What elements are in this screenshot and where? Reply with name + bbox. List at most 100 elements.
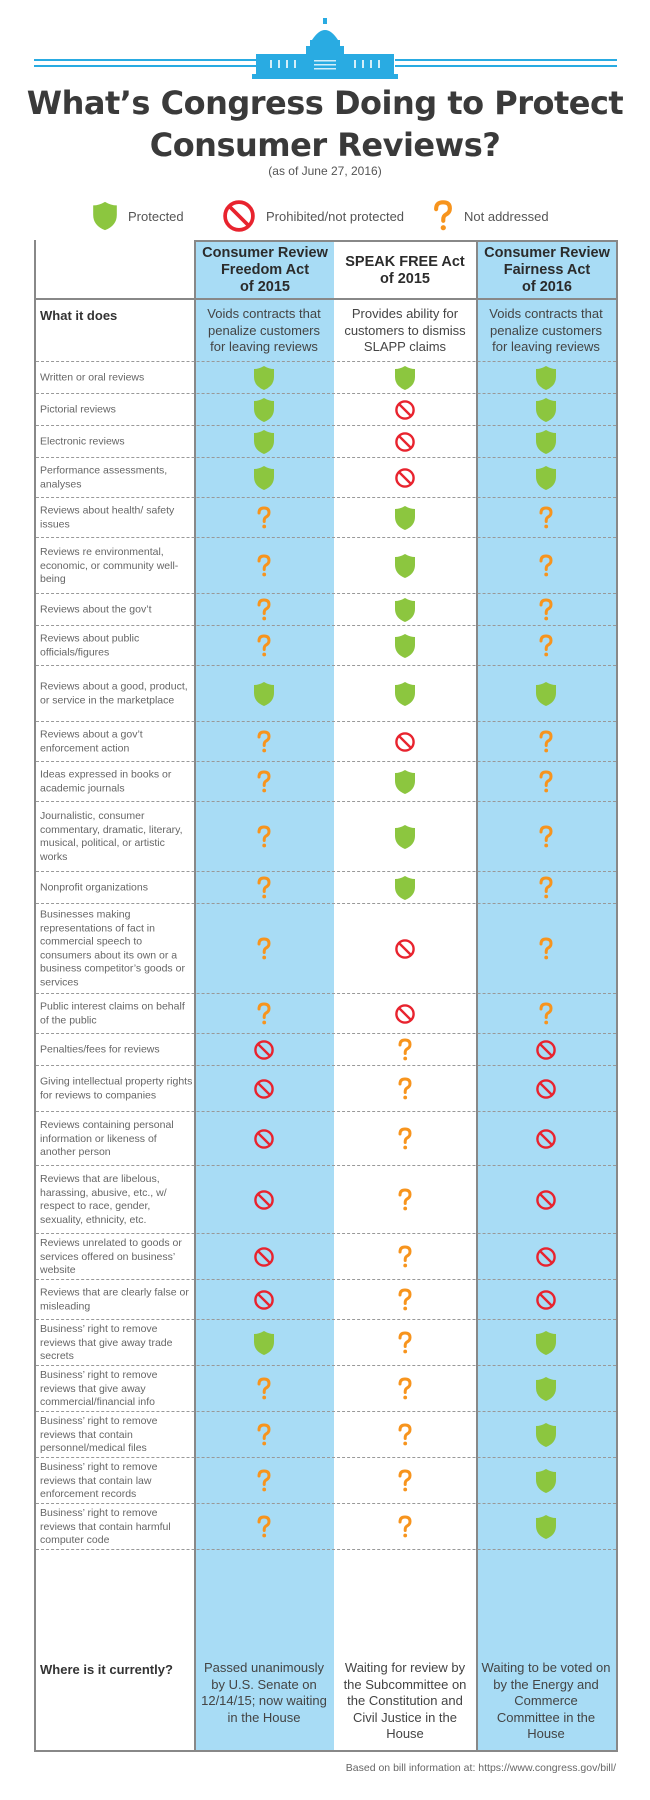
table-row: Reviews about a good, product, or servic… [36, 666, 616, 722]
question-icon [394, 1377, 416, 1400]
prohibited-icon [535, 1128, 557, 1150]
row-separator [36, 871, 616, 872]
row-label: Performance assessments, analyses [40, 464, 168, 491]
row-label: Reviews unrelated to goods or services o… [40, 1236, 182, 1276]
column-title: Consumer Review Freedom Act of 2015 [202, 245, 328, 295]
row-separator [36, 1365, 616, 1366]
row-label: Reviews about a good, product, or servic… [40, 680, 188, 707]
column-title: Consumer Review Fairness Act of 2016 [484, 245, 610, 295]
table-row: Pictorial reviews [36, 394, 616, 426]
row-label: Business’ right to remove reviews that g… [40, 1368, 158, 1408]
row-separator [36, 1233, 616, 1234]
row-label: Business’ right to remove reviews that c… [40, 1414, 158, 1454]
table-row: Business’ right to remove reviews that c… [36, 1458, 616, 1504]
shield-icon [535, 398, 557, 422]
question-icon [394, 1038, 416, 1061]
row-separator [36, 1549, 616, 1550]
question-icon [253, 1377, 275, 1400]
prohibited-icon [394, 431, 416, 453]
row-label: Journalistic, consumer commentary, drama… [40, 810, 183, 863]
status-description: Passed unanimously by U.S. Senate on 12/… [201, 1660, 327, 1725]
what-it-does-description: Voids contracts that penalize customers … [207, 306, 321, 354]
capitol-building-icon [252, 18, 398, 79]
prohibited-icon [535, 1289, 557, 1311]
shield-icon [394, 770, 416, 794]
table-row: Business’ right to remove reviews that c… [36, 1504, 616, 1550]
prohibited-icon [253, 1246, 275, 1268]
prohibited-icon [253, 1189, 275, 1211]
column-title: SPEAK FREE Act of 2015 [345, 253, 465, 287]
shield-icon [394, 876, 416, 900]
column-header-consumer-review-freedom-act: Consumer Review Freedom Act of 2015 [196, 243, 334, 298]
row-separator [36, 1411, 616, 1412]
legend-item-not-addressed: Not addressed [432, 196, 549, 236]
shield-icon [253, 430, 275, 454]
row-separator [36, 1111, 616, 1112]
row-label: Written or oral reviews [40, 371, 145, 384]
row-label: Penalties/fees for reviews [40, 1043, 160, 1056]
divider-line [395, 59, 617, 61]
row-separator [36, 425, 616, 426]
row-separator [36, 1279, 616, 1280]
shield-icon [535, 1423, 557, 1447]
shield-icon [535, 1515, 557, 1539]
question-icon [253, 554, 275, 577]
row-label: Business’ right to remove reviews that g… [40, 1322, 173, 1362]
row-label: Reviews re environmental, economic, or c… [40, 545, 179, 585]
question-icon [253, 506, 275, 529]
row-label: Reviews about the gov’t [40, 603, 152, 616]
title-line: Consumer Reviews? [149, 126, 501, 164]
shield-icon [535, 682, 557, 706]
question-icon [253, 598, 275, 621]
table-row: Business’ right to remove reviews that g… [36, 1320, 616, 1366]
row-label: Reviews that are libelous, harassing, ab… [40, 1173, 167, 1226]
row-separator [36, 1065, 616, 1066]
prohibited-icon [535, 1039, 557, 1061]
legend: Protected Prohibited/not protected Not a… [0, 196, 650, 236]
question-icon [394, 1469, 416, 1492]
status-description: Waiting to be voted on by the Energy and… [481, 1660, 611, 1741]
question-icon [394, 1515, 416, 1538]
table-row: Journalistic, consumer commentary, drama… [36, 802, 616, 872]
what-it-does-description: Provides ability for customers to dismis… [344, 306, 466, 354]
row-label: Reviews about health/ safety issues [40, 504, 175, 531]
question-icon [535, 730, 557, 753]
row-separator [36, 665, 616, 666]
row-label: Pictorial reviews [40, 403, 116, 416]
question-icon [535, 634, 557, 657]
table-row: Reviews that are libelous, harassing, ab… [36, 1166, 616, 1234]
legend-item-prohibited: Prohibited/not protected [222, 196, 404, 236]
row-separator [36, 1033, 616, 1034]
row-label: Business’ right to remove reviews that c… [40, 1460, 158, 1500]
row-separator [36, 457, 616, 458]
question-icon [253, 634, 275, 657]
header-banner [0, 18, 650, 80]
question-icon [432, 199, 454, 233]
question-icon [253, 825, 275, 848]
column-highlight [476, 240, 616, 1752]
row-separator [36, 1503, 616, 1504]
shield-icon [535, 430, 557, 454]
question-icon [394, 1127, 416, 1150]
question-icon [394, 1288, 416, 1311]
legend-label: Prohibited/not protected [266, 208, 405, 224]
question-icon [394, 1188, 416, 1211]
table-top-rule [194, 240, 618, 242]
question-icon [535, 825, 557, 848]
row-separator [36, 593, 616, 594]
shield-icon [535, 466, 557, 490]
question-icon [253, 937, 275, 960]
table-row: Businesses making representations of fac… [36, 904, 616, 994]
what-it-does-description: Voids contracts that penalize customers … [489, 306, 603, 354]
shield-icon [92, 200, 118, 232]
prohibited-icon [253, 1078, 275, 1100]
table-row: Reviews re environmental, economic, or c… [36, 538, 616, 594]
question-icon [535, 937, 557, 960]
row-separator [36, 1457, 616, 1458]
row-separator [36, 903, 616, 904]
shield-icon [394, 366, 416, 390]
table-row: Performance assessments, analyses [36, 458, 616, 498]
row-separator [36, 801, 616, 802]
row-separator [36, 761, 616, 762]
shield-icon [535, 1377, 557, 1401]
